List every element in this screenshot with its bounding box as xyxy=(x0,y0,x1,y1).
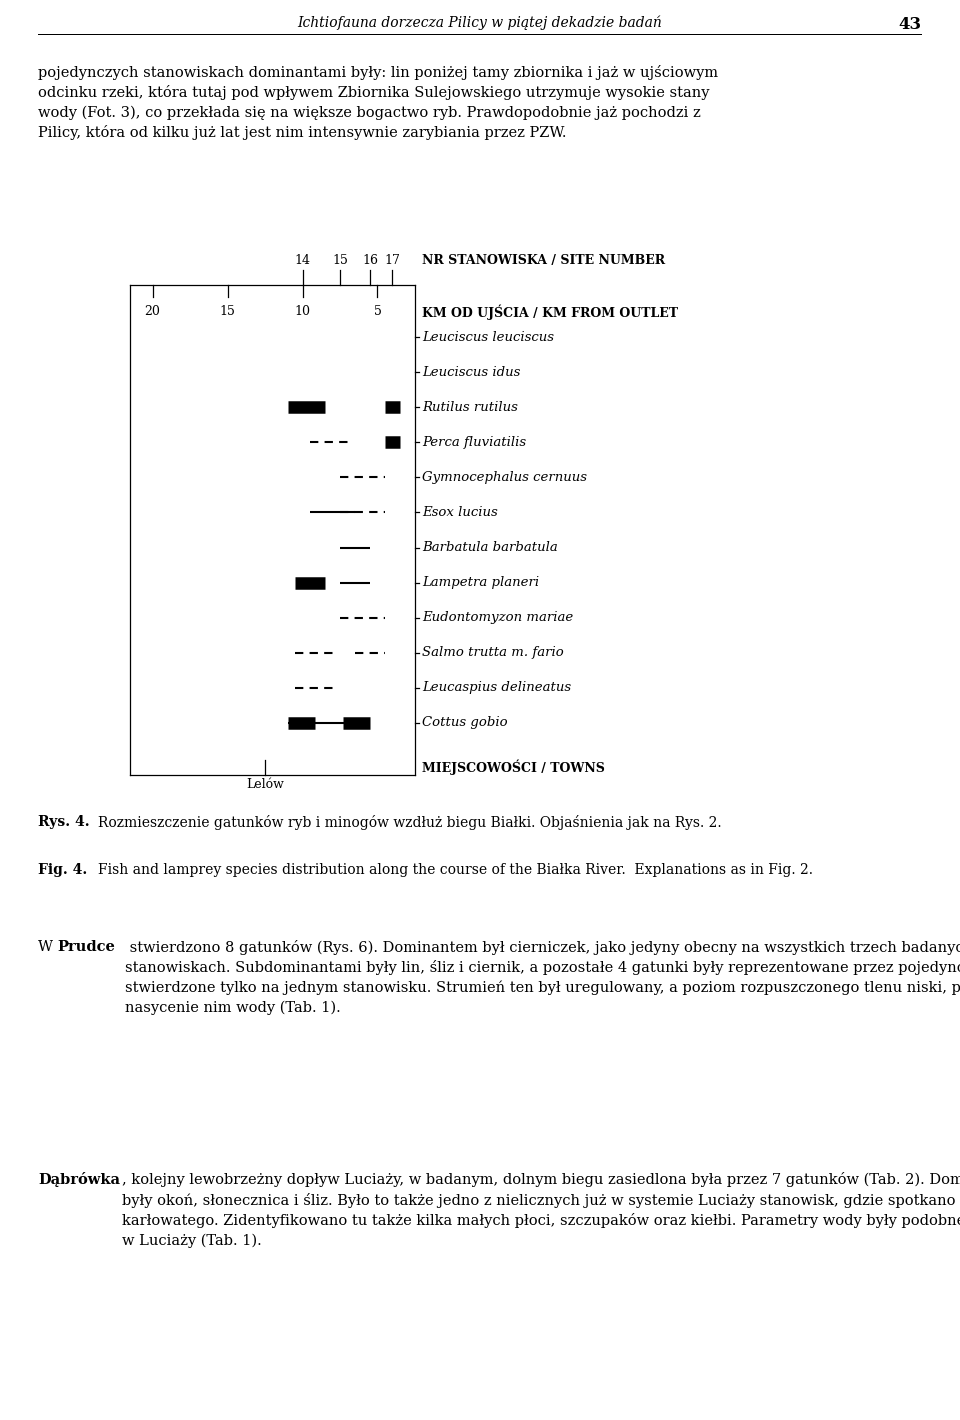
Text: 43: 43 xyxy=(899,16,922,33)
Text: KM OD UJŚCIA / KM FROM OUTLET: KM OD UJŚCIA / KM FROM OUTLET xyxy=(422,305,679,321)
Text: Gymnocephalus cernuus: Gymnocephalus cernuus xyxy=(422,471,588,484)
Text: , kolejny lewobrzeżny dopływ Luciaży, w badanym, dolnym biegu zasiedlona była pr: , kolejny lewobrzeżny dopływ Luciaży, w … xyxy=(122,1173,960,1248)
Text: Rozmieszczenie gatunków ryb i minogów wzdłuż biegu Białki. Objaśnienia jak na Ry: Rozmieszczenie gatunków ryb i minogów wz… xyxy=(99,815,722,831)
Text: Rys. 4.: Rys. 4. xyxy=(38,815,90,829)
Text: 15: 15 xyxy=(220,305,235,318)
Text: Ichtiofauna dorzecza Pilicy w piątej dekadzie badań: Ichtiofauna dorzecza Pilicy w piątej dek… xyxy=(298,16,662,30)
Text: Perca fluviatilis: Perca fluviatilis xyxy=(422,436,527,449)
Text: 5: 5 xyxy=(373,305,381,318)
Text: pojedynczych stanowiskach dominantami były: lin poniżej tamy zbiornika i jaż w u: pojedynczych stanowiskach dominantami by… xyxy=(38,65,718,141)
Text: 20: 20 xyxy=(145,305,160,318)
Text: Lelów: Lelów xyxy=(246,778,284,791)
Text: Leucaspius delineatus: Leucaspius delineatus xyxy=(422,682,571,694)
Text: 16: 16 xyxy=(362,254,378,267)
Text: Leuciscus leuciscus: Leuciscus leuciscus xyxy=(422,331,555,344)
Text: Esox lucius: Esox lucius xyxy=(422,506,498,518)
Text: 10: 10 xyxy=(295,305,310,318)
Text: Leuciscus idus: Leuciscus idus xyxy=(422,365,521,379)
Text: Prudce: Prudce xyxy=(58,940,116,954)
Text: stwierdzono 8 gatunków (Rys. 6). Dominantem był cierniczek, jako jedyny obecny n: stwierdzono 8 gatunków (Rys. 6). Dominan… xyxy=(125,940,960,1015)
Text: 14: 14 xyxy=(295,254,310,267)
Text: MIEJSCOWOŚCI / TOWNS: MIEJSCOWOŚCI / TOWNS xyxy=(422,760,606,775)
Text: Lampetra planeri: Lampetra planeri xyxy=(422,577,540,589)
Text: Cottus gobio: Cottus gobio xyxy=(422,717,508,730)
Text: 17: 17 xyxy=(385,254,400,267)
Text: Eudontomyzon mariae: Eudontomyzon mariae xyxy=(422,611,574,625)
Text: Barbatula barbatula: Barbatula barbatula xyxy=(422,541,559,554)
Text: Salmo trutta m. fario: Salmo trutta m. fario xyxy=(422,646,564,659)
Text: Dąbrówka: Dąbrówka xyxy=(38,1173,120,1187)
Text: Fish and lamprey species distribution along the course of the Białka River.  Exp: Fish and lamprey species distribution al… xyxy=(99,863,813,878)
Text: 15: 15 xyxy=(332,254,348,267)
Text: Rutilus rutilus: Rutilus rutilus xyxy=(422,400,518,413)
Text: Fig. 4.: Fig. 4. xyxy=(38,863,87,878)
Text: W: W xyxy=(38,940,54,954)
Text: NR STANOWISKA / SITE NUMBER: NR STANOWISKA / SITE NUMBER xyxy=(422,254,665,267)
